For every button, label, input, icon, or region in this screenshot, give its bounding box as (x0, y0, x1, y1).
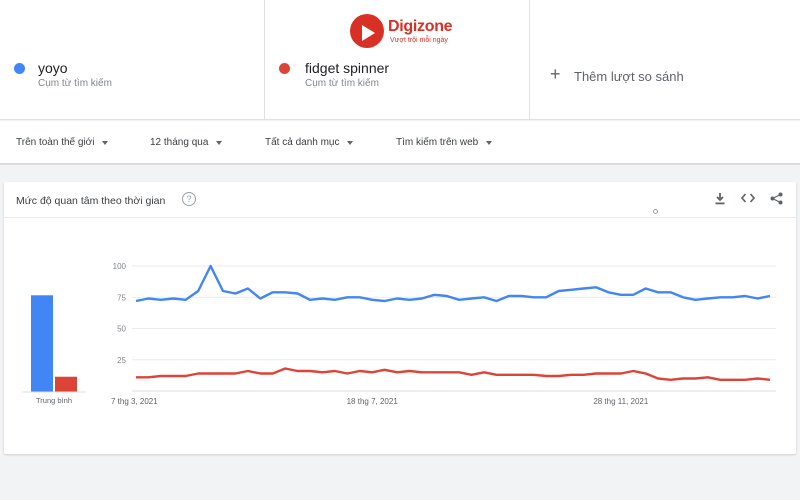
term-type: Cụm từ tìm kiếm (38, 78, 112, 89)
x-tick-label: 28 thg 11, 2021 (593, 397, 649, 406)
logo-play-icon (350, 14, 384, 48)
filter-time-range[interactable]: 12 tháng qua (150, 137, 223, 148)
dropdown-caret-icon (216, 141, 223, 145)
y-tick-label: 75 (117, 293, 126, 302)
dropdown-caret-icon (347, 141, 354, 145)
digizone-logo: Digizone Vượt trội mỗi ngày (350, 12, 460, 54)
filter-bar: Trên toàn thế giới 12 tháng qua Tất cả d… (0, 121, 800, 165)
help-icon[interactable]: ? (182, 192, 196, 206)
card-header: Mức độ quan tâm theo thời gian ? (4, 182, 796, 218)
logo-name: Digizone (388, 18, 453, 35)
compare-bar: yoyo Cụm từ tìm kiếm fidget spinner Cụm … (0, 0, 800, 120)
filter-label: Tìm kiếm trên web (396, 137, 479, 148)
filter-category[interactable]: Tất cả danh mục (265, 137, 354, 148)
download-icon[interactable] (712, 192, 728, 208)
average-label: Trung bình (36, 396, 72, 405)
series-line-yoyo (135, 264, 771, 303)
share-icon[interactable] (768, 192, 784, 208)
dropdown-caret-icon (486, 141, 493, 145)
y-tick-label: 25 (117, 356, 126, 365)
y-tick-label: 100 (113, 262, 127, 271)
x-tick-label: 18 thg 7, 2021 (347, 397, 399, 406)
term-type: Cụm từ tìm kiếm (305, 78, 379, 89)
card-title: Mức độ quan tâm theo thời gian (16, 195, 166, 207)
term-name: yoyo (38, 60, 68, 76)
add-comparison-label: Thêm lượt so sánh (574, 69, 684, 84)
average-bar-fidget-spinner (55, 376, 77, 392)
filter-label: Trên toàn thế giới (16, 137, 95, 148)
series-line-fidget-spinner (136, 367, 771, 381)
y-tick-label: 50 (117, 325, 126, 334)
embed-icon[interactable] (740, 192, 756, 208)
filter-label: 12 tháng qua (150, 137, 209, 148)
page-bottom (0, 468, 800, 500)
interest-over-time-card: Mức độ quan tâm theo thời gian ? (4, 182, 796, 454)
compare-term-yoyo[interactable]: yoyo Cụm từ tìm kiếm (0, 0, 265, 120)
average-bar-yoyo (31, 295, 53, 392)
series-color-dot (279, 63, 290, 74)
x-tick-label: 7 thg 3, 2021 (111, 397, 158, 406)
plus-icon: + (550, 64, 561, 84)
term-name: fidget spinner (305, 60, 390, 76)
indicator-dot (653, 209, 658, 214)
filter-search-type[interactable]: Tìm kiếm trên web (396, 137, 493, 148)
compare-term-fidget-spinner[interactable]: fidget spinner Cụm từ tìm kiếm (265, 0, 530, 120)
add-comparison-button[interactable]: + Thêm lượt so sánh (530, 0, 800, 120)
logo-tagline: Vượt trội mỗi ngày (390, 37, 448, 44)
filter-region[interactable]: Trên toàn thế giới (16, 137, 109, 148)
series-color-dot (14, 63, 25, 74)
dropdown-caret-icon (102, 141, 109, 145)
filter-label: Tất cả danh mục (265, 137, 340, 148)
